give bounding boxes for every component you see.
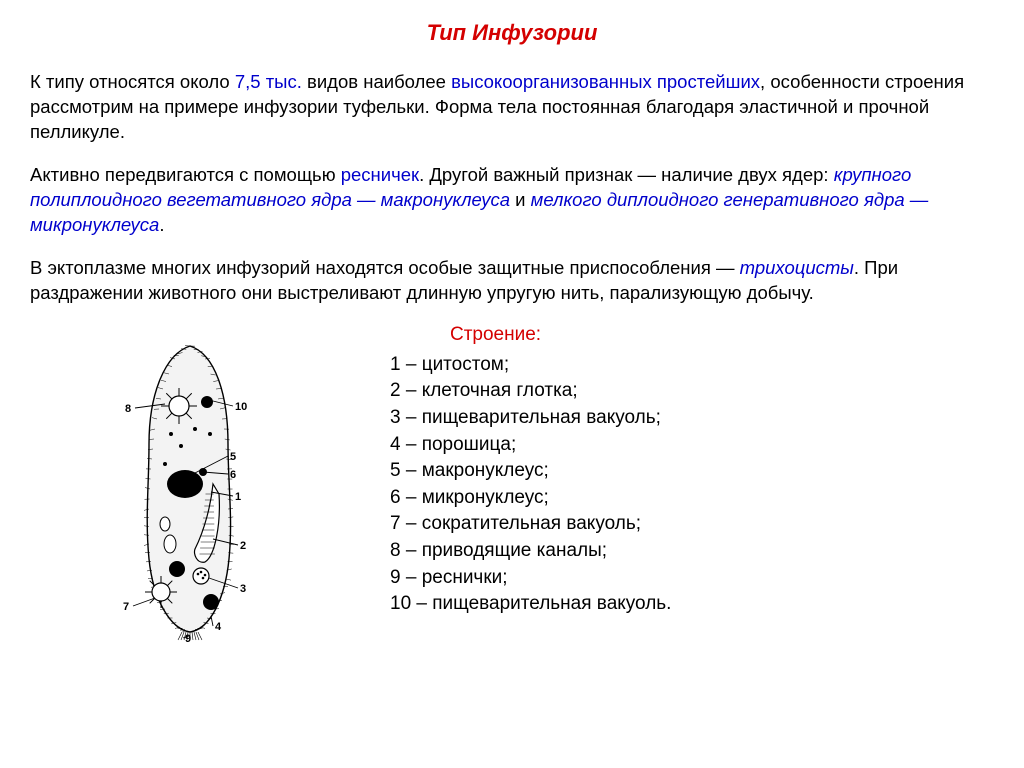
p1-highlight-count: 7,5 тыс.	[235, 71, 302, 92]
p3-text: В эктоплазме многих инфузорий находятся …	[30, 257, 740, 278]
paragraph-2: Активно передвигаются с помощью ресничек…	[30, 163, 994, 238]
p2-text: и	[510, 189, 531, 210]
legend-item: 7 – сократительная вакуоль;	[390, 511, 994, 538]
legend-item: 3 – пищеварительная вакуоль;	[390, 405, 994, 432]
svg-text:6: 6	[230, 469, 236, 481]
p1-highlight-organized: высокоорганизованных простейших	[451, 71, 760, 92]
paramecium-figure: 1 2 3 4 5 6 7 8 9 10	[30, 324, 370, 644]
p2-text: .	[159, 214, 164, 235]
svg-text:9: 9	[185, 633, 191, 644]
legend-item: 8 – приводящие каналы;	[390, 538, 994, 565]
p3-highlight-trichocysts: трихоцисты	[740, 257, 854, 278]
svg-text:10: 10	[235, 401, 247, 413]
legend-column: Строение: 1 – цитостом;2 – клеточная гло…	[370, 324, 994, 644]
svg-text:8: 8	[125, 403, 131, 415]
p2-text: Активно передвигаются с помощью	[30, 164, 341, 185]
svg-text:7: 7	[123, 601, 129, 613]
paragraph-3: В эктоплазме многих инфузорий находятся …	[30, 256, 994, 306]
legend-title: Строение:	[450, 324, 994, 346]
svg-text:2: 2	[240, 540, 246, 552]
svg-text:3: 3	[240, 583, 246, 595]
p1-text: К типу относятся около	[30, 71, 235, 92]
legend-item: 6 – микронуклеус;	[390, 485, 994, 512]
svg-text:5: 5	[230, 451, 236, 463]
svg-text:4: 4	[215, 621, 222, 633]
legend-item: 1 – цитостом;	[390, 352, 994, 379]
legend-item: 5 – макронуклеус;	[390, 458, 994, 485]
p1-text: видов наиболее	[302, 71, 451, 92]
p2-text: . Другой важный признак — наличие двух я…	[419, 164, 834, 185]
paragraph-1: К типу относятся около 7,5 тыс. видов на…	[30, 70, 994, 145]
svg-text:1: 1	[235, 491, 241, 503]
legend-item: 2 – клеточная глотка;	[390, 378, 994, 405]
legend-item: 10 – пищеварительная вакуоль.	[390, 591, 994, 618]
page-title: Тип Инфузории	[30, 20, 994, 46]
p2-highlight-cilia: ресничек	[341, 164, 419, 185]
legend-item: 4 – порошица;	[390, 432, 994, 459]
legend-item: 9 – реснички;	[390, 565, 994, 592]
